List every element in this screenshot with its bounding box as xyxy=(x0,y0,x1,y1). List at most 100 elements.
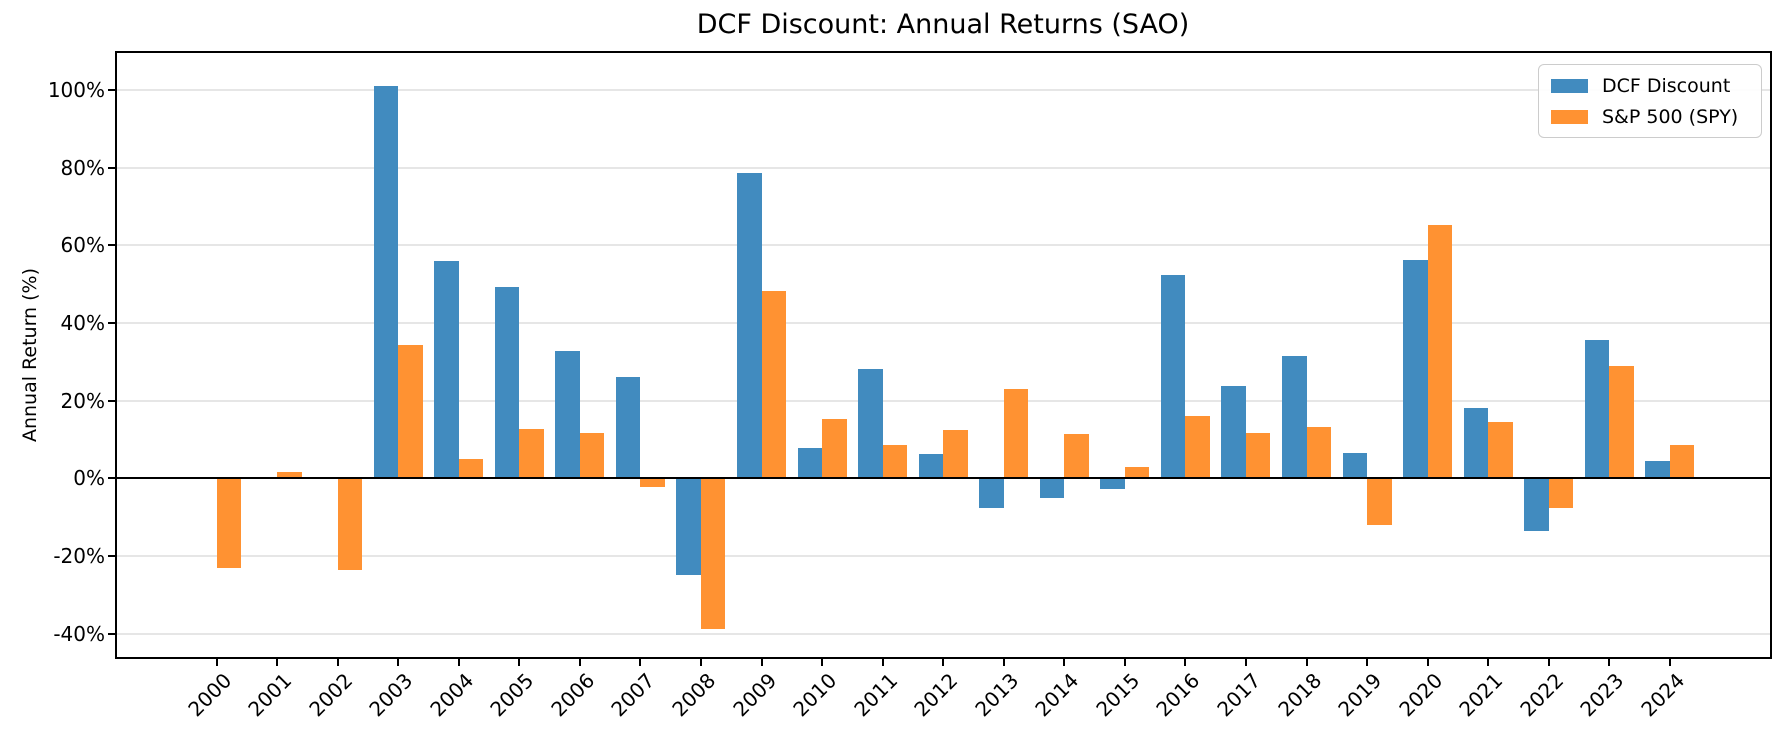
bar-dcf-2012 xyxy=(918,453,944,479)
bar-dcf-2021 xyxy=(1463,408,1489,479)
bar-spy-2007 xyxy=(640,478,665,487)
bar-spy-2008 xyxy=(700,478,726,630)
zero-line xyxy=(117,477,1770,480)
bar-dcf-2004 xyxy=(434,260,459,479)
bar-spy-2000 xyxy=(216,478,241,569)
x-axis-tick xyxy=(1123,659,1126,666)
x-tick-label: 2000 xyxy=(182,668,236,722)
bar-dcf-2011 xyxy=(858,369,883,479)
bar-spy-2015 xyxy=(1124,466,1150,479)
bar-dcf-2017 xyxy=(1221,386,1246,479)
bar-spy-2009 xyxy=(761,290,787,479)
x-axis-tick xyxy=(1244,659,1247,666)
y-axis-tick xyxy=(108,321,115,324)
bar-dcf-2022 xyxy=(1524,478,1549,531)
y-tick-label: 0% xyxy=(73,466,105,491)
bar-dcf-2023 xyxy=(1584,340,1610,479)
x-axis-tick xyxy=(578,659,581,666)
y-axis-tick xyxy=(108,632,115,635)
legend-label-spy: S&P 500 (SPY) xyxy=(1602,105,1739,128)
bar-dcf-2007 xyxy=(615,376,641,479)
legend-item-dcf: DCF Discount xyxy=(1551,73,1749,98)
bar-dcf-2024 xyxy=(1645,461,1670,479)
bar-spy-2019 xyxy=(1367,478,1392,526)
bar-spy-2014 xyxy=(1064,433,1089,479)
gridline xyxy=(117,555,1770,557)
bar-spy-2011 xyxy=(882,444,908,479)
legend-item-spy: S&P 500 (SPY) xyxy=(1551,104,1749,129)
x-axis-tick xyxy=(1305,659,1308,666)
bar-dcf-2015 xyxy=(1100,478,1125,490)
bar-spy-2013 xyxy=(1003,388,1029,479)
bar-spy-2020 xyxy=(1427,224,1453,479)
bar-dcf-2010 xyxy=(797,448,823,479)
x-axis-tick xyxy=(699,659,702,666)
x-axis-tick xyxy=(1184,659,1187,666)
gridline xyxy=(117,244,1770,247)
bar-spy-2018 xyxy=(1306,427,1332,479)
y-tick-label: -20% xyxy=(53,544,105,568)
bar-spy-2021 xyxy=(1488,422,1513,479)
y-axis-tick xyxy=(108,555,115,557)
bar-spy-2024 xyxy=(1669,444,1695,479)
plot-area xyxy=(115,51,1772,659)
bar-spy-2006 xyxy=(579,433,605,479)
bar-dcf-2013 xyxy=(979,478,1004,509)
x-axis-tick xyxy=(942,659,945,666)
bar-spy-2005 xyxy=(519,429,544,479)
x-axis-tick xyxy=(276,659,279,666)
bar-spy-2012 xyxy=(943,430,968,479)
x-axis-tick xyxy=(397,659,400,666)
x-axis-tick xyxy=(215,659,218,666)
y-axis-tick xyxy=(108,166,115,169)
bar-dcf-2018 xyxy=(1282,355,1307,479)
bar-dcf-2006 xyxy=(555,350,580,479)
legend-swatch-dcf-icon xyxy=(1551,78,1588,93)
bar-spy-2003 xyxy=(398,344,423,479)
bar-spy-2001 xyxy=(277,472,302,479)
x-axis-tick xyxy=(881,659,884,666)
bar-spy-2023 xyxy=(1609,366,1634,479)
x-axis-tick xyxy=(1063,659,1066,666)
x-axis-tick xyxy=(1547,659,1550,666)
y-axis-tick xyxy=(108,477,115,480)
legend: DCF Discount S&P 500 (SPY) xyxy=(1538,64,1762,138)
gridline xyxy=(117,88,1770,91)
y-tick-label: 20% xyxy=(60,388,105,413)
bar-dcf-2009 xyxy=(737,173,762,479)
bar-dcf-2020 xyxy=(1403,260,1428,479)
bar-spy-2004 xyxy=(458,458,484,479)
x-axis-tick xyxy=(518,659,521,666)
x-axis-tick xyxy=(639,659,642,666)
x-axis-tick xyxy=(760,659,763,666)
x-axis-tick xyxy=(1487,659,1490,666)
x-axis-tick xyxy=(336,659,339,666)
legend-swatch-spy-icon xyxy=(1551,109,1588,124)
x-axis-tick xyxy=(457,659,460,666)
y-tick-label: 40% xyxy=(60,310,105,335)
x-axis-tick xyxy=(1668,659,1671,666)
y-tick-label: 100% xyxy=(47,77,105,102)
y-axis-label: Annual Return (%) xyxy=(19,267,41,443)
bar-spy-2022 xyxy=(1548,478,1574,508)
bar-dcf-2014 xyxy=(1039,478,1065,499)
bar-spy-2016 xyxy=(1185,416,1210,479)
bar-dcf-2019 xyxy=(1342,453,1368,479)
x-axis-tick xyxy=(1366,659,1369,666)
bar-dcf-2005 xyxy=(494,286,520,479)
y-tick-label: 60% xyxy=(60,233,105,258)
bar-dcf-2016 xyxy=(1160,275,1186,479)
y-tick-label: 80% xyxy=(60,155,105,180)
y-tick-label: -40% xyxy=(53,621,105,646)
gridline xyxy=(117,321,1770,324)
legend-label-dcf: DCF Discount xyxy=(1602,74,1731,97)
x-axis-tick xyxy=(1002,659,1005,666)
x-axis-tick xyxy=(1608,659,1611,666)
y-axis-tick xyxy=(108,244,115,247)
bar-spy-2002 xyxy=(337,478,363,570)
x-axis-tick xyxy=(821,659,824,666)
y-axis-tick xyxy=(108,399,115,402)
chart-title: DCF Discount: Annual Returns (SAO) xyxy=(696,9,1190,40)
bar-spy-2017 xyxy=(1245,433,1271,479)
